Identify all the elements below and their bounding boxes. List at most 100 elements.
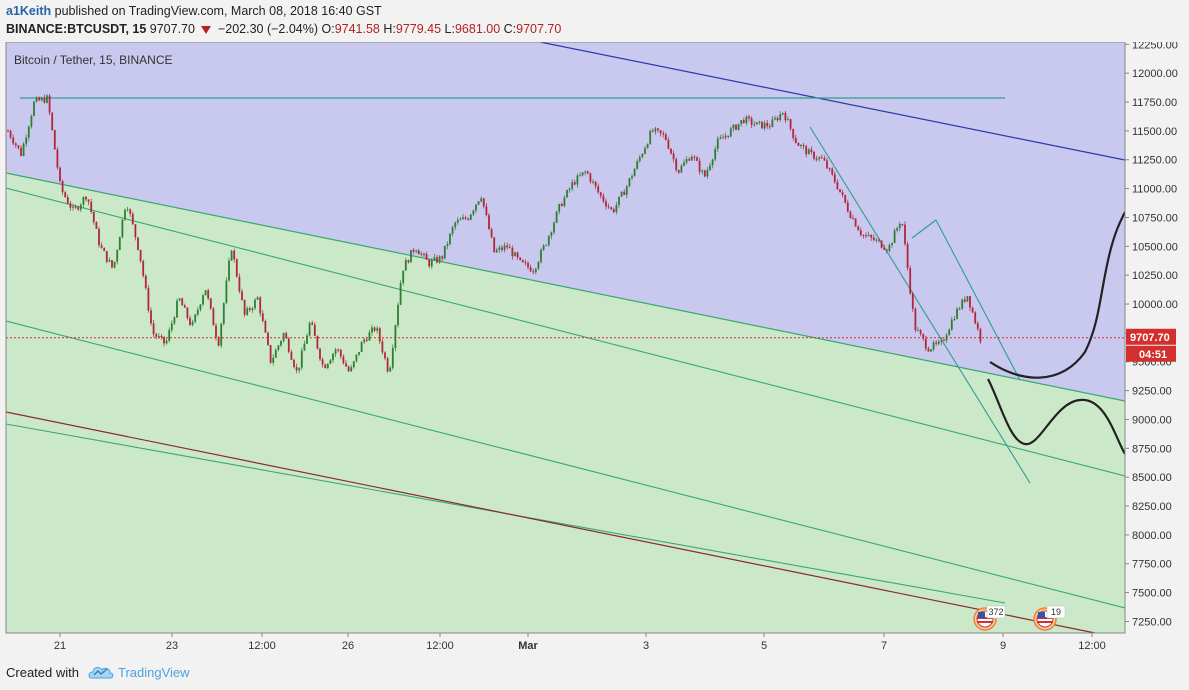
candle-body: [638, 157, 641, 161]
economic-event-flags[interactable]: 372 19: [973, 605, 1066, 631]
author-link[interactable]: a1Keith: [6, 4, 52, 18]
candle-body: [425, 254, 428, 260]
candle-body: [880, 240, 883, 248]
candle-body: [810, 149, 813, 152]
candle-body: [641, 153, 644, 158]
y-tick-label: 7500.00: [1132, 588, 1172, 600]
candle-body: [404, 260, 407, 271]
price-change: −202.30 (−2.04%): [217, 22, 319, 36]
wedge-line-1: [809, 126, 1031, 484]
candle-body: [7, 130, 9, 132]
tradingview-link[interactable]: TradingView: [118, 665, 190, 680]
close-value: 9707.70: [516, 22, 562, 36]
candle-body: [693, 156, 696, 158]
tradingview-cloud-icon[interactable]: [88, 663, 114, 681]
candle-body: [501, 247, 503, 250]
candle-body: [246, 308, 249, 315]
candle-body: [532, 271, 535, 273]
candle-body: [841, 192, 844, 195]
candle-body: [17, 145, 20, 148]
candle-body: [599, 192, 602, 196]
candle-body: [527, 262, 529, 268]
event-flag[interactable]: 372: [973, 605, 1006, 631]
candle-body: [672, 153, 675, 160]
candle-body: [654, 128, 657, 132]
candle-body: [485, 206, 488, 216]
candle-body: [160, 336, 163, 338]
small-channel-line: [911, 219, 937, 239]
candle-body: [449, 233, 451, 245]
candle-body: [911, 293, 914, 309]
candle-body: [976, 323, 979, 329]
candle-body: [199, 304, 202, 310]
candle-body: [9, 130, 12, 138]
candle-body: [285, 333, 288, 339]
candle-body: [313, 324, 316, 336]
candle-body: [558, 203, 561, 212]
candle-body: [677, 170, 680, 173]
candle-body: [716, 138, 719, 149]
candle-body: [680, 165, 683, 173]
candle-body: [430, 260, 433, 267]
candle-body: [589, 173, 592, 182]
candle-body: [703, 170, 706, 177]
candle-body: [924, 338, 927, 349]
candle-body: [438, 256, 441, 263]
candle-body: [612, 209, 615, 212]
candle-body: [443, 245, 446, 259]
candle-body: [415, 250, 418, 252]
candle-body: [797, 142, 800, 146]
candle-body: [927, 348, 930, 352]
candle-body: [410, 249, 412, 263]
candle-body: [602, 195, 605, 202]
candle-body: [901, 224, 904, 226]
candle-body: [579, 175, 581, 177]
candle-body: [462, 217, 464, 220]
candle-body: [857, 226, 860, 231]
candle-body: [355, 354, 358, 362]
candle-body: [792, 128, 795, 138]
candle-body: [623, 191, 626, 195]
candle-body: [202, 295, 204, 305]
candle-body: [794, 137, 797, 143]
y-tick-label: 7250.00: [1132, 616, 1172, 628]
candle-body: [547, 235, 550, 245]
event-flag[interactable]: 19: [1033, 605, 1066, 631]
y-tick-label: 10500.00: [1132, 241, 1178, 253]
candle-body: [524, 262, 527, 264]
candle-body: [79, 204, 82, 210]
candle-body: [493, 237, 496, 253]
candle-body: [311, 322, 314, 325]
candle-body: [378, 328, 381, 342]
candle-body: [620, 191, 623, 197]
candle-body: [508, 247, 511, 249]
candle-body: [261, 313, 264, 321]
candle-body: [631, 176, 633, 179]
candle-body: [906, 243, 909, 269]
green-channel-zone: [6, 173, 1125, 633]
candle-body: [891, 243, 893, 245]
projection-curve-bullish: [989, 211, 1125, 379]
flag-canton: [978, 612, 985, 618]
candle-body: [316, 335, 319, 349]
candle-body: [27, 126, 30, 138]
candle-body: [667, 139, 670, 149]
candle-body: [176, 300, 178, 318]
channel-line-2: [6, 187, 1125, 477]
candle-body: [225, 280, 228, 304]
candle-body: [979, 328, 982, 342]
candle-body: [833, 174, 836, 183]
candle-body: [828, 168, 831, 170]
candle-body: [953, 318, 956, 320]
candle-body: [40, 97, 43, 101]
candle-body: [321, 359, 324, 365]
candle-body: [191, 321, 194, 325]
y-tick-label: 9250.00: [1132, 386, 1172, 398]
candle-body: [480, 198, 483, 202]
candle-body: [324, 364, 327, 369]
time-axis[interactable]: 21 23 12:00 26 12:00 Mar 3 5 7 9 12:00: [54, 633, 1106, 652]
candle-body: [896, 227, 899, 231]
candle-body: [267, 332, 269, 346]
x-tick-label: Mar: [518, 640, 538, 652]
chart-canvas[interactable]: 372 19 Bitcoin / Tether, 15, BINANCE 1225…: [0, 42, 1189, 655]
